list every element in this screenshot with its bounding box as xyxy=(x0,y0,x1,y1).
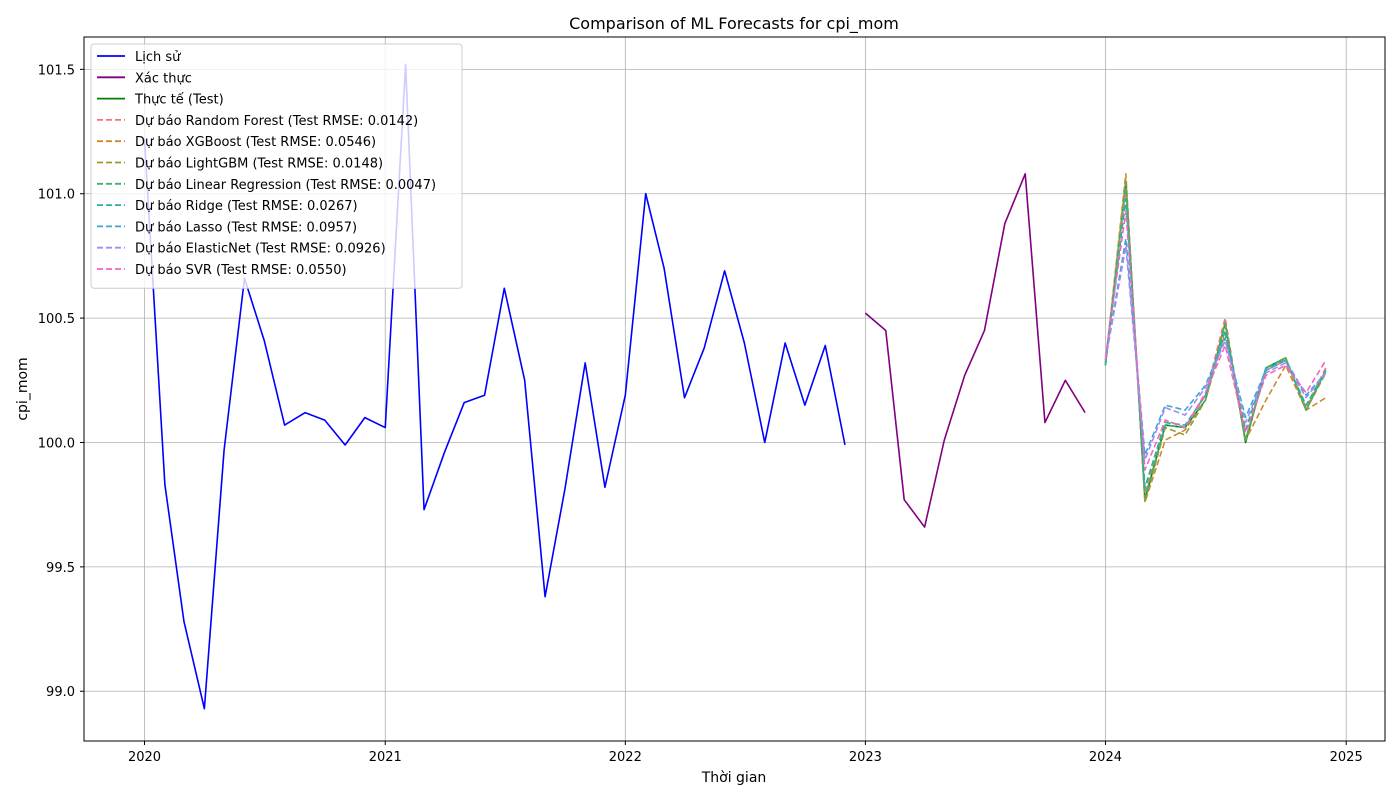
x-tick-label: 2024 xyxy=(1089,750,1122,765)
x-tick-label: 2023 xyxy=(849,750,882,765)
legend-label: Lịch sử xyxy=(135,50,181,65)
legend: Lịch sử Xác thực Thực tế (Test) Dự báo Rand… xyxy=(90,43,463,289)
series-line-3 xyxy=(1104,187,1327,494)
series-line-0 xyxy=(143,63,846,710)
series-line-6 xyxy=(1104,182,1327,499)
y-tick-label: 99.5 xyxy=(46,561,75,576)
y-tick-label: 100.0 xyxy=(38,436,75,451)
series-line-7 xyxy=(1104,197,1327,489)
y-tick-label: 101.5 xyxy=(38,63,75,78)
y-tick-label: 100.5 xyxy=(38,312,75,327)
series-line-1 xyxy=(864,173,1086,528)
legend-label: Dự báo XGBoost (Test RMSE: 0.0546) xyxy=(135,135,376,150)
series-line-4 xyxy=(1104,173,1327,503)
series-line-2 xyxy=(1104,180,1327,501)
plot-frame xyxy=(83,36,1386,742)
series-line-9 xyxy=(1104,245,1327,461)
y-tick-label: 101.0 xyxy=(38,188,75,203)
x-tick-label: 2022 xyxy=(609,750,642,765)
x-axis-title: Thời gian xyxy=(701,770,767,786)
x-tick-label: 2021 xyxy=(369,750,402,765)
series-line-8 xyxy=(1104,237,1327,456)
series-line-5 xyxy=(1104,178,1327,503)
legend-label: Dự báo Linear Regression (Test RMSE: 0.0… xyxy=(135,178,436,193)
legend-box xyxy=(90,43,463,289)
y-tick-label: 99.0 xyxy=(46,685,75,700)
legend-label: Dự báo ElasticNet (Test RMSE: 0.0926) xyxy=(135,242,386,257)
legend-label: Dự báo LightGBM (Test RMSE: 0.0148) xyxy=(135,157,383,172)
legend-label: Dự báo Random Forest (Test RMSE: 0.0142) xyxy=(135,114,418,129)
y-axis-title: cpi_mom xyxy=(15,357,31,420)
legend-label: Dự báo Ridge (Test RMSE: 0.0267) xyxy=(135,199,358,214)
series-line-10 xyxy=(1104,210,1327,471)
legend-label: Thực tế (Test) xyxy=(134,93,224,108)
legend-label: Xác thực xyxy=(135,71,192,86)
x-tick-label: 2020 xyxy=(128,750,161,765)
legend-label: Dự báo SVR (Test RMSE: 0.0550) xyxy=(135,263,347,278)
axis-ticks: 2020 2021 2022 2023 2024 2025 99.0 99.5 100.0 100… xyxy=(38,63,1363,765)
chart-title: Comparison of ML Forecasts for cpi_mom xyxy=(569,14,899,34)
plot-series xyxy=(143,63,1327,710)
x-tick-label: 2025 xyxy=(1330,750,1363,765)
legend-label: Dự báo Lasso (Test RMSE: 0.0957) xyxy=(135,220,357,235)
